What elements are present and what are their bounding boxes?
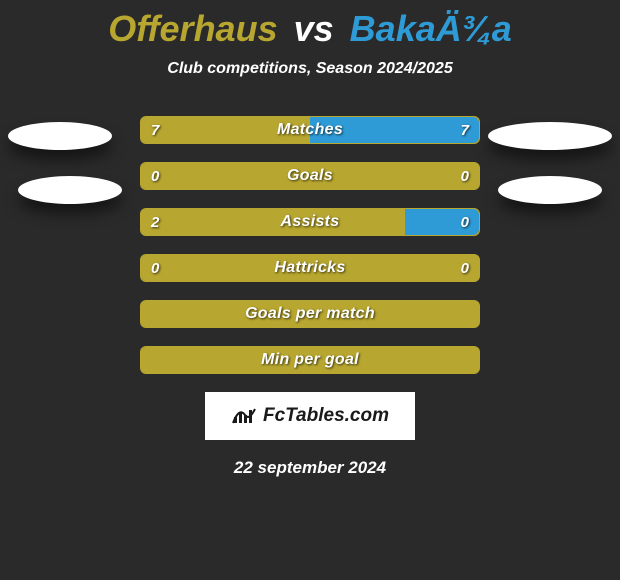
comparison-title: Offerhaus vs BakaÄ¾a — [0, 0, 620, 50]
right-ellipse-2 — [498, 176, 602, 204]
stat-bar: 00Goals — [140, 162, 480, 190]
stat-label: Min per goal — [141, 347, 479, 373]
right-ellipse-1 — [488, 122, 612, 150]
stat-bar: 77Matches — [140, 116, 480, 144]
stat-label: Hattricks — [141, 255, 479, 281]
stats-area: 77Matches 00Goals 20Assists 00Hattricks Goal… — [0, 116, 620, 374]
stat-bar: 00Hattricks — [140, 254, 480, 282]
bars-icon — [231, 403, 257, 430]
stat-bars-container: 77Matches 00Goals 20Assists 00Hattricks Goal… — [0, 116, 620, 374]
left-ellipse-2 — [18, 176, 122, 204]
player1-name: Offerhaus — [108, 8, 277, 49]
left-ellipse-1 — [8, 122, 112, 150]
vs-text: vs — [294, 8, 334, 49]
subtitle: Club competitions, Season 2024/2025 — [0, 60, 620, 78]
stat-label: Matches — [141, 117, 479, 143]
logo-text: FcTables.com — [263, 405, 389, 427]
stat-label: Goals per match — [141, 301, 479, 327]
stat-bar: Goals per match — [140, 300, 480, 328]
logo-box: FcTables.com — [205, 392, 415, 440]
stat-bar: 20Assists — [140, 208, 480, 236]
stat-label: Goals — [141, 163, 479, 189]
date-text: 22 september 2024 — [0, 458, 620, 478]
stat-bar: Min per goal — [140, 346, 480, 374]
player2-name: BakaÄ¾a — [350, 8, 512, 49]
stat-label: Assists — [141, 209, 479, 235]
